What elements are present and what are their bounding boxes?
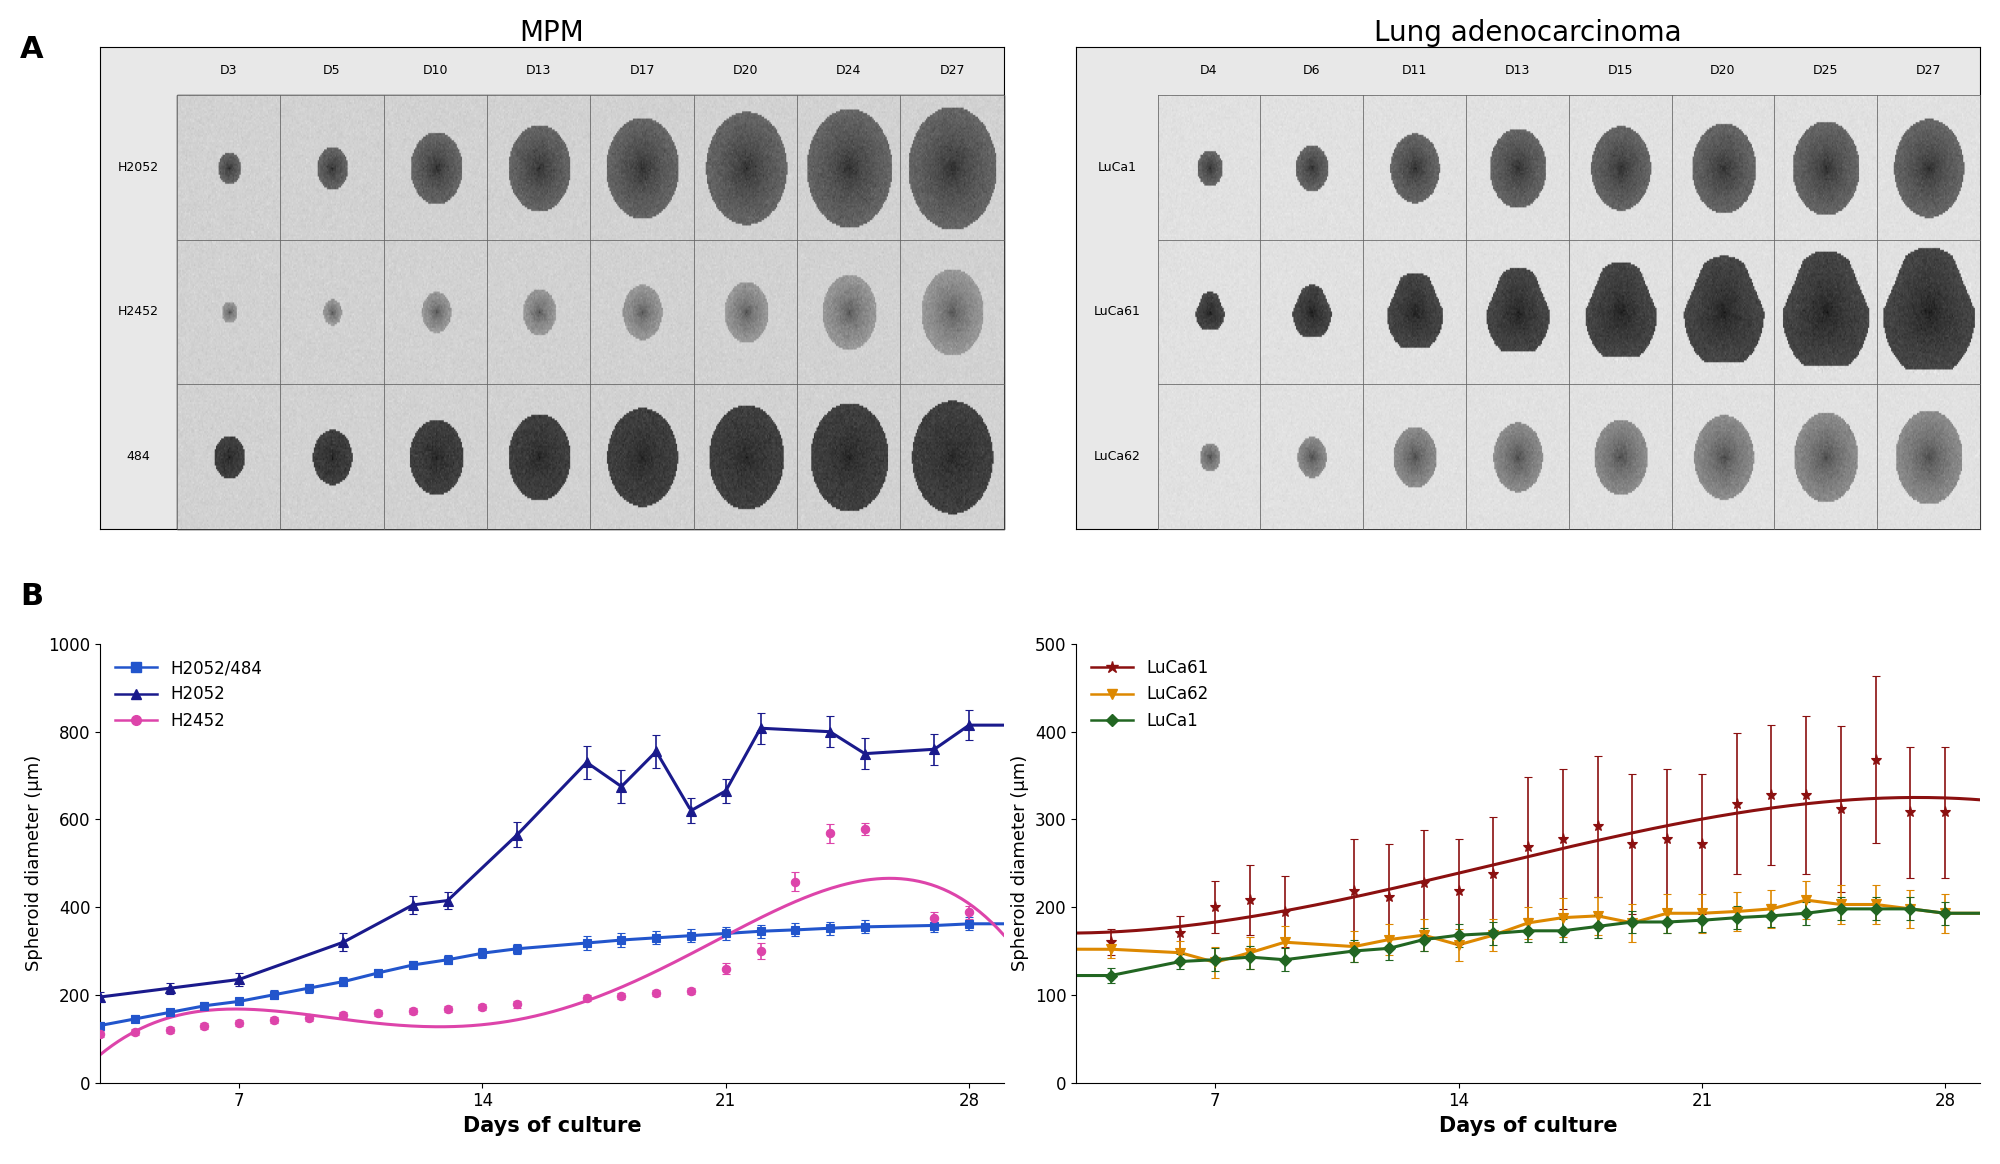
Text: 100μm: 100μm [194,218,220,223]
Text: D4: D4 [1200,64,1218,77]
Text: D24: D24 [836,64,862,77]
Text: D20: D20 [1710,64,1736,77]
Text: H2452: H2452 [118,305,158,318]
Text: A: A [20,35,44,64]
Text: D13: D13 [526,64,552,77]
Text: D11: D11 [1402,64,1428,77]
Title: Lung adenocarcinoma: Lung adenocarcinoma [1374,19,1682,47]
Text: D27: D27 [1916,64,1942,77]
Text: D3: D3 [220,64,238,77]
Text: D15: D15 [1608,64,1632,77]
Text: D13: D13 [1504,64,1530,77]
X-axis label: Days of culture: Days of culture [462,1116,642,1136]
Y-axis label: Spheroid diameter (μm): Spheroid diameter (μm) [24,755,42,972]
Text: B: B [20,582,44,611]
Text: 484: 484 [126,450,150,463]
X-axis label: Days of culture: Days of culture [1438,1116,1618,1136]
Legend: H2052/484, H2052, H2452: H2052/484, H2052, H2452 [108,652,268,737]
Text: LuCa1: LuCa1 [1098,161,1136,173]
Text: D17: D17 [630,64,654,77]
Text: D5: D5 [324,64,340,77]
Text: D20: D20 [732,64,758,77]
Text: H2052: H2052 [118,161,158,173]
Title: MPM: MPM [520,19,584,47]
Text: D10: D10 [422,64,448,77]
Text: LuCa62: LuCa62 [1094,450,1140,463]
Text: LuCa61: LuCa61 [1094,305,1140,318]
Y-axis label: Spheroid diameter (μm): Spheroid diameter (μm) [1012,755,1030,972]
Text: D25: D25 [1814,64,1838,77]
Text: D6: D6 [1302,64,1320,77]
Legend: LuCa61, LuCa62, LuCa1: LuCa61, LuCa62, LuCa1 [1084,652,1216,737]
Text: D27: D27 [940,64,964,77]
